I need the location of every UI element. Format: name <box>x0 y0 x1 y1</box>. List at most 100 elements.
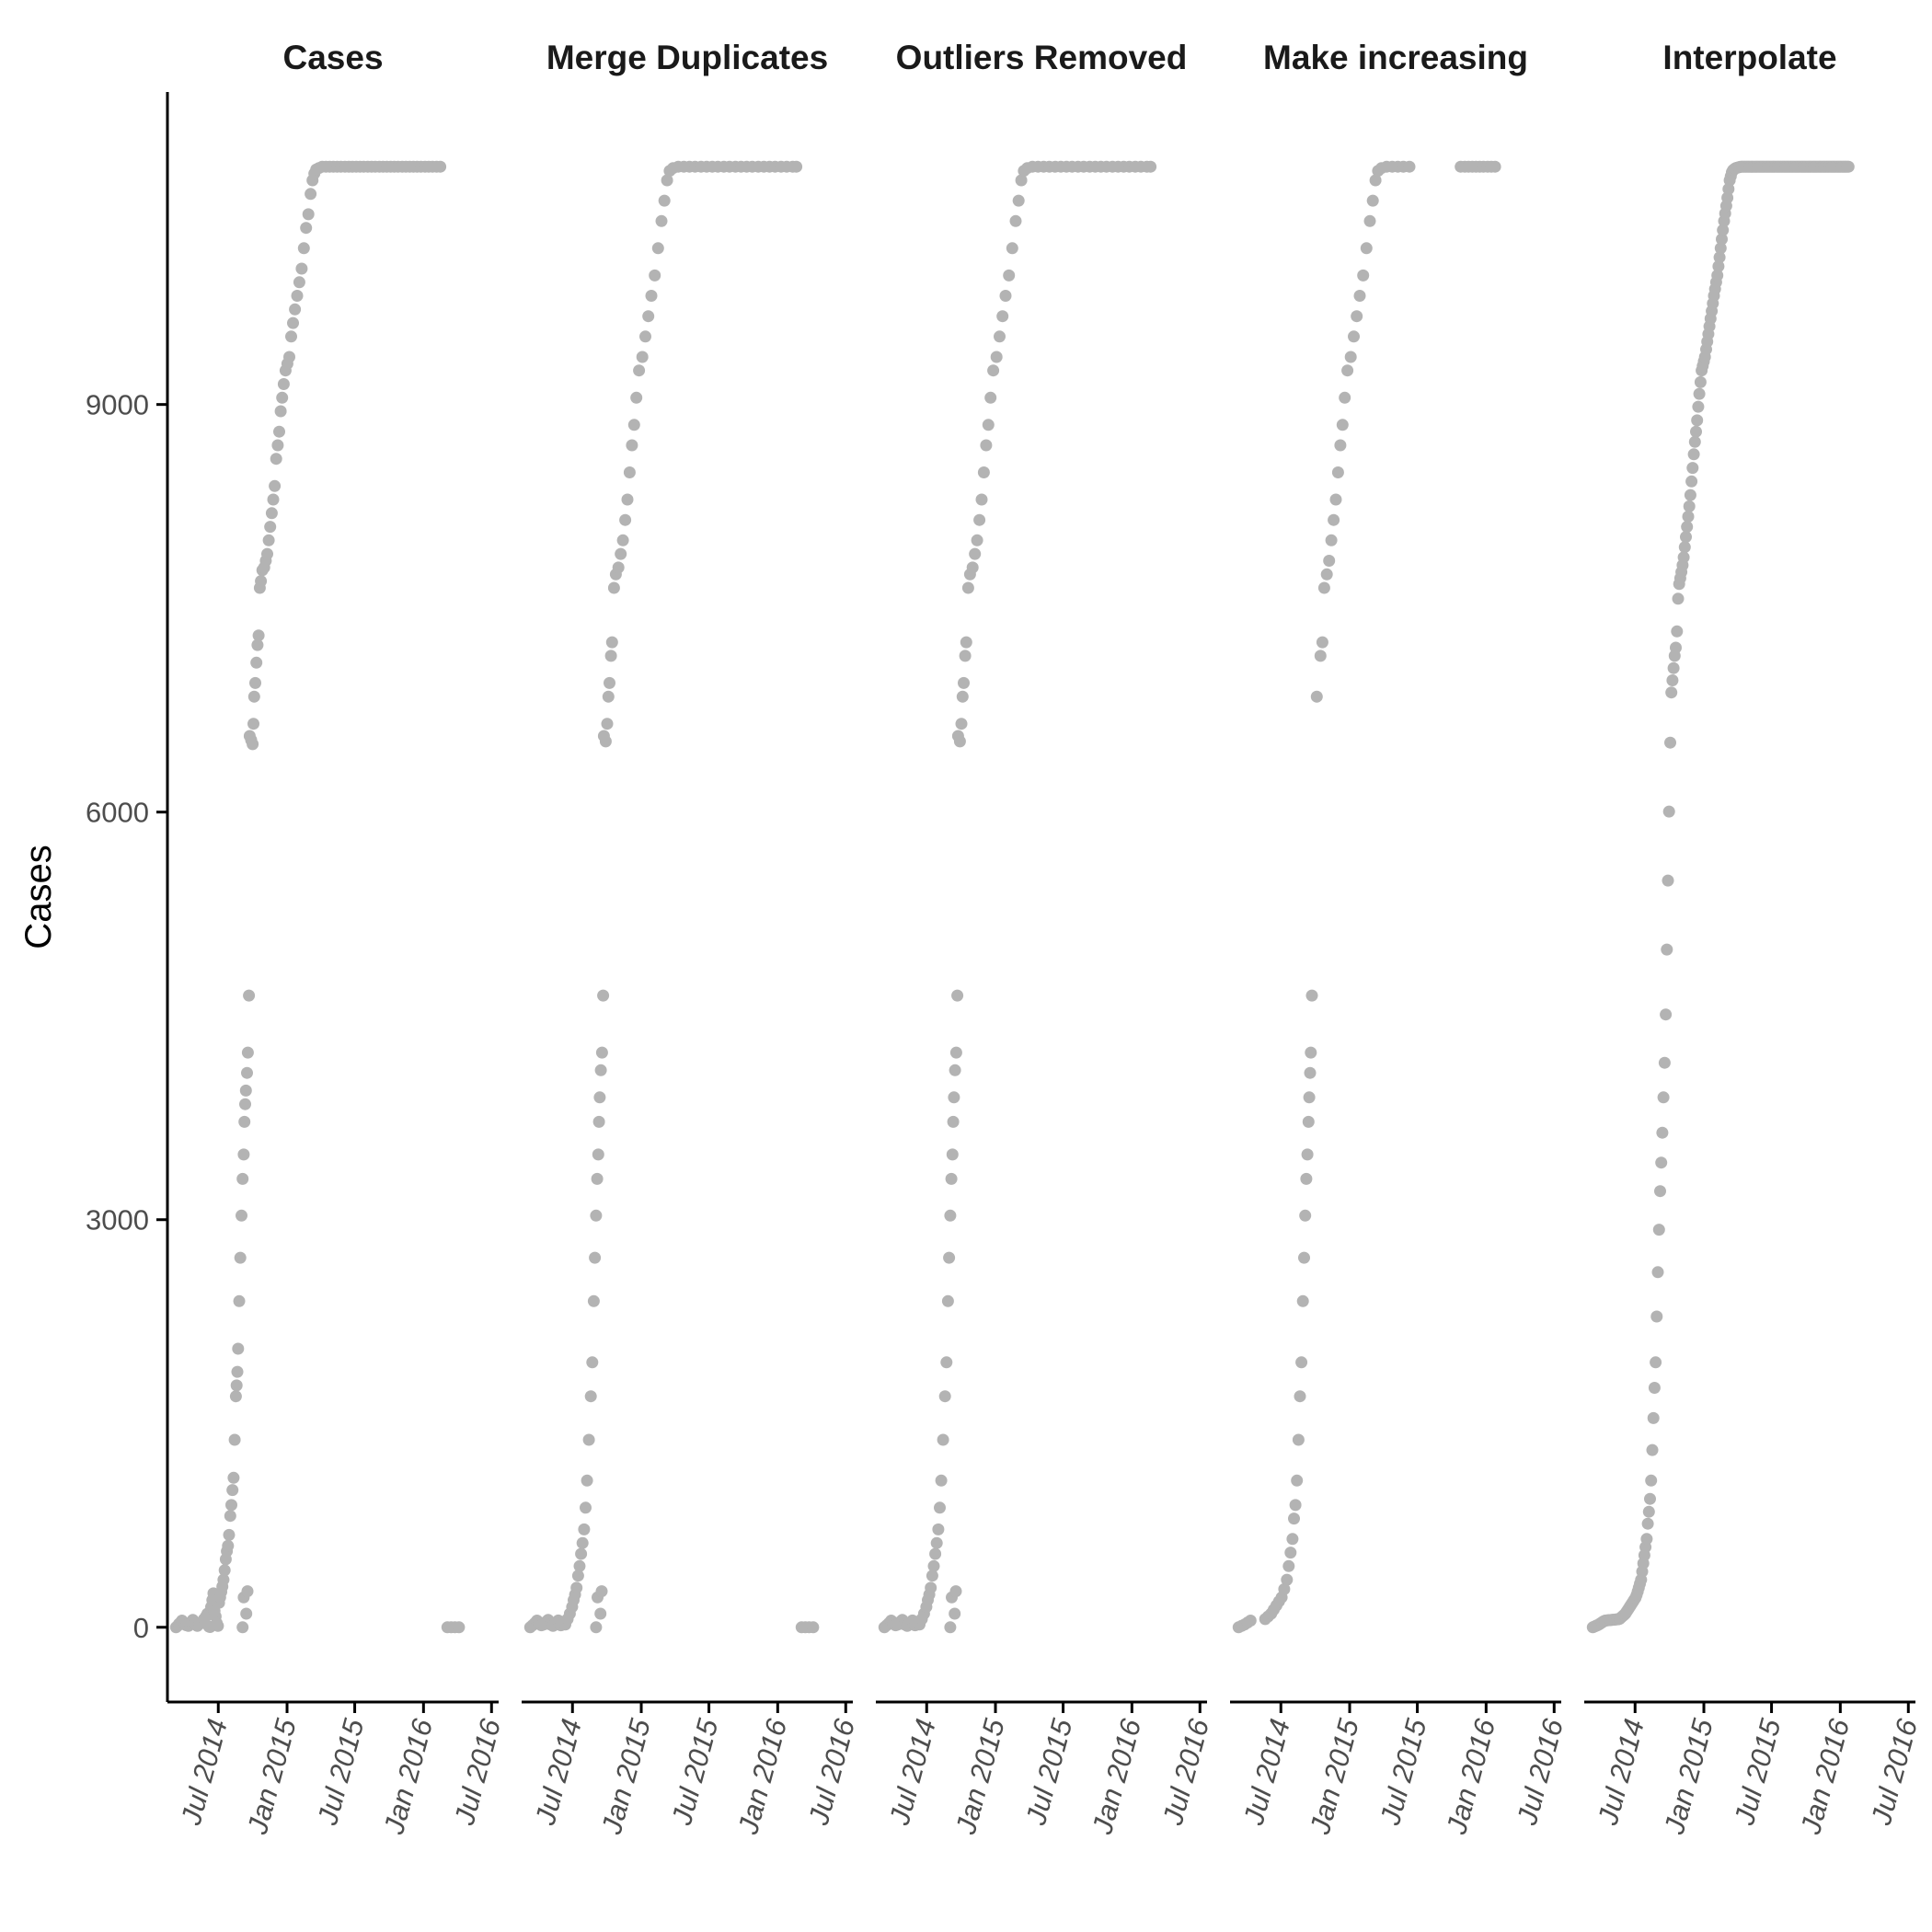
data-point <box>223 1528 236 1541</box>
data-point <box>601 718 614 730</box>
data-point <box>1009 214 1022 227</box>
data-point <box>1647 1411 1660 1424</box>
data-point <box>580 1501 592 1514</box>
data-point <box>973 513 986 526</box>
data-point <box>234 1251 247 1264</box>
data-point <box>1722 183 1735 195</box>
data-point <box>1302 1115 1315 1128</box>
data-point <box>1316 636 1328 649</box>
data-point <box>1301 1148 1314 1161</box>
data-point <box>1334 439 1347 452</box>
data-point <box>929 1547 942 1560</box>
data-point <box>1640 1533 1653 1546</box>
data-point <box>994 330 1006 343</box>
data-point <box>1842 160 1855 173</box>
data-point <box>237 1148 250 1161</box>
data-point <box>250 656 263 669</box>
data-point <box>582 1433 595 1446</box>
data-point <box>1366 194 1379 207</box>
x-tick-label: Jul 2016 <box>1511 1715 1570 1829</box>
data-point <box>276 391 289 404</box>
data-point <box>1325 534 1338 546</box>
x-tick-label: Jul 2016 <box>448 1715 508 1829</box>
data-point <box>1665 686 1678 699</box>
data-point <box>283 351 295 363</box>
data-point <box>1317 581 1330 594</box>
data-point <box>627 419 640 431</box>
data-point <box>602 690 615 703</box>
data-point <box>980 439 993 452</box>
data-point <box>1651 1266 1664 1279</box>
data-point <box>1305 989 1318 1002</box>
data-point <box>966 561 979 574</box>
data-point <box>616 534 629 546</box>
data-point <box>636 351 649 363</box>
data-point <box>1666 674 1679 686</box>
data-point <box>604 676 615 689</box>
x-tick-label: Jan 2015 <box>1304 1715 1365 1838</box>
data-point <box>576 1536 589 1549</box>
data-point <box>1310 690 1323 703</box>
data-point <box>236 1621 249 1634</box>
data-point <box>971 534 983 546</box>
data-point <box>277 378 290 390</box>
data-point <box>1344 351 1357 363</box>
x-tick-label: Jul 2015 <box>1728 1715 1788 1829</box>
panel-title: Make increasing <box>1263 39 1528 76</box>
data-point <box>1711 269 1724 282</box>
data-point <box>1662 805 1675 818</box>
data-point <box>1641 1517 1654 1530</box>
x-tick-label: Jan 2016 <box>377 1715 439 1838</box>
data-point <box>236 1209 247 1222</box>
data-point <box>1681 521 1694 534</box>
data-point <box>285 330 297 343</box>
data-point <box>1403 160 1416 173</box>
data-point <box>1244 1615 1257 1627</box>
data-point <box>1714 242 1727 255</box>
data-point <box>1661 943 1673 956</box>
data-point <box>1348 330 1360 343</box>
x-tick-label: Jul 2014 <box>883 1716 942 1829</box>
data-point <box>948 1091 960 1104</box>
data-point <box>927 1559 940 1572</box>
x-tick-label: Jul 2015 <box>311 1715 371 1829</box>
data-point <box>1642 1505 1655 1518</box>
data-point <box>274 405 287 418</box>
data-point <box>1687 448 1700 461</box>
data-point <box>1144 160 1157 173</box>
data-point <box>230 1379 243 1392</box>
data-point <box>956 690 969 703</box>
data-point <box>1646 1443 1659 1456</box>
data-point <box>239 1084 252 1097</box>
data-point <box>1294 1390 1306 1403</box>
data-point <box>593 1091 606 1104</box>
data-point <box>591 1172 604 1185</box>
data-point <box>222 1539 235 1552</box>
data-point <box>570 1581 583 1594</box>
data-point <box>1291 1474 1304 1487</box>
data-point <box>937 1433 949 1446</box>
data-point <box>623 466 636 478</box>
data-point <box>946 1148 959 1161</box>
data-point <box>1323 555 1336 567</box>
data-point <box>1672 592 1685 605</box>
data-point <box>1717 224 1730 236</box>
data-point <box>807 1621 820 1634</box>
data-point <box>251 638 264 651</box>
y-tick-label: 3000 <box>86 1204 149 1236</box>
data-point <box>269 479 282 492</box>
data-point <box>227 1471 240 1484</box>
data-point <box>264 521 277 534</box>
data-point <box>1716 233 1728 246</box>
data-point <box>1296 1294 1309 1307</box>
data-point <box>619 513 632 526</box>
data-point <box>982 419 995 431</box>
data-point <box>1015 174 1028 187</box>
data-point <box>453 1621 466 1634</box>
data-point <box>1684 489 1696 501</box>
data-point <box>212 1619 224 1632</box>
data-point <box>935 1474 948 1487</box>
data-point <box>953 735 966 748</box>
data-point <box>255 575 268 588</box>
